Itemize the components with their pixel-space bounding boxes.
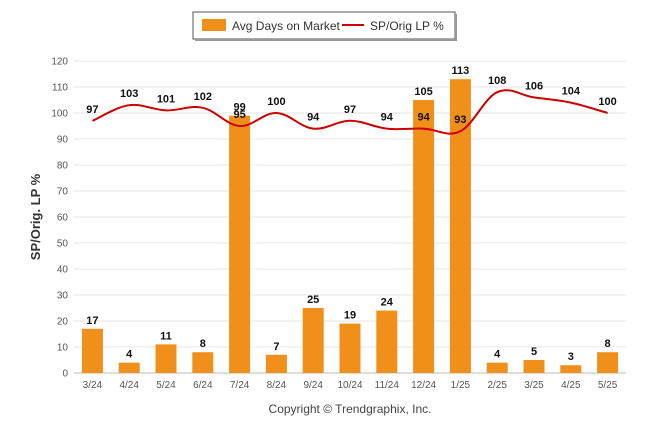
x-tick-label: 7/24 (230, 380, 250, 391)
line-value-label: 95 (233, 109, 245, 121)
bar (413, 100, 435, 373)
x-tick-label: 3/24 (83, 380, 103, 391)
line-value-label: 94 (417, 112, 430, 124)
bar (155, 344, 177, 373)
bar-value-label: 5 (531, 346, 537, 358)
line-value-label: 100 (598, 96, 616, 108)
bar (523, 360, 545, 373)
legend-label-bar: Avg Days on Market (232, 19, 340, 33)
bar-value-label: 11 (160, 330, 172, 342)
line-series (91, 89, 608, 135)
bar-value-label: 7 (273, 341, 279, 353)
x-tick-label: 3/25 (524, 380, 544, 391)
bar (192, 352, 214, 373)
bar-value-label: 3 (568, 351, 574, 363)
y-tick-label: 0 (62, 369, 68, 380)
legend-shadow-bottom (195, 39, 457, 41)
line-value-label: 94 (381, 112, 394, 124)
y-tick-label: 80 (57, 161, 69, 172)
line-value-label: 103 (120, 88, 138, 100)
bar (339, 323, 361, 373)
y-tick-label: 90 (57, 135, 69, 146)
x-tick-label: 11/24 (375, 380, 400, 391)
bar-value-label: 17 (86, 315, 98, 327)
line-value-label: 97 (86, 104, 98, 116)
line-value-label: 104 (562, 86, 581, 98)
bar-value-label: 24 (381, 297, 394, 309)
y-tick-label: 40 (57, 265, 69, 276)
x-tick-label: 5/24 (156, 380, 176, 391)
x-axis-ticks: 3/24 4/24 5/24 6/24 7/24 8/24 9/24 10/24 11/24 12… (83, 380, 618, 391)
legend-swatch-bar (202, 19, 226, 31)
y-tick-label: 120 (51, 57, 68, 68)
legend-label-line: SP/Orig LP % (370, 19, 444, 33)
x-tick-label: 8/24 (267, 380, 287, 391)
bar-value-label: 113 (452, 65, 470, 77)
x-tick-label: 4/24 (119, 380, 139, 391)
line-value-label: 106 (525, 80, 543, 92)
bar (265, 354, 287, 373)
x-tick-label: 5/25 (598, 380, 618, 391)
bar-value-label: 4 (494, 349, 501, 361)
bar (302, 308, 324, 373)
line-value-label: 94 (307, 112, 320, 124)
y-tick-label: 50 (57, 239, 69, 250)
bar-value-label: 8 (605, 338, 611, 350)
line-value-label: 100 (267, 96, 285, 108)
y-tick-label: 100 (51, 109, 68, 120)
y-tick-label: 10 (57, 343, 69, 354)
y-tick-label: 30 (57, 291, 69, 302)
x-tick-label: 9/24 (303, 380, 323, 391)
bar-value-label: 8 (200, 338, 206, 350)
bar (81, 328, 103, 373)
x-tick-label: 4/25 (561, 380, 581, 391)
legend-shadow (455, 14, 457, 41)
bar-value-label: 4 (126, 349, 133, 361)
bar (449, 79, 471, 373)
bar-value-label: 25 (307, 294, 319, 306)
y-axis-ticks: 0 10 20 30 40 50 60 70 80 90 100 110 120 (51, 57, 68, 380)
x-tick-label: 6/24 (193, 380, 213, 391)
y-axis-label: SP/Orig. LP % (28, 173, 43, 260)
copyright-footer: Copyright © Trendgraphix, Inc. (269, 402, 432, 416)
bar-value-label: 99 (233, 102, 245, 114)
x-tick-label: 1/25 (451, 380, 471, 391)
line-value-label: 101 (157, 93, 175, 105)
y-tick-label: 70 (57, 187, 69, 198)
line-value-label: 97 (344, 104, 356, 116)
bar (118, 362, 140, 373)
x-tick-label: 2/25 (487, 380, 507, 391)
bar (560, 365, 582, 373)
line-path (91, 89, 608, 135)
line-value-label: 102 (194, 91, 212, 103)
legend: Avg Days on Market SP/Orig LP % (192, 11, 457, 41)
line-value-label: 93 (454, 114, 466, 126)
y-tick-label: 20 (57, 317, 69, 328)
bar-value-label: 19 (344, 310, 356, 322)
bar-series (81, 79, 619, 373)
x-tick-label: 12/24 (411, 380, 436, 391)
bar-value-label: 105 (414, 86, 432, 98)
line-data-labels: 97 103 101 102 95 100 94 97 94 94 93 108 106 104 100 (86, 75, 617, 126)
bar (229, 115, 251, 373)
bar (486, 362, 508, 373)
legend-box (192, 11, 456, 40)
bar (597, 352, 619, 373)
y-tick-label: 60 (57, 213, 69, 224)
x-tick-label: 10/24 (337, 380, 362, 391)
bar-data-labels: 17 4 11 8 99 7 25 19 24 105 113 4 5 3 8 (86, 65, 610, 363)
y-tick-label: 110 (52, 83, 68, 94)
line-value-label: 108 (488, 75, 506, 87)
bar (376, 310, 398, 373)
